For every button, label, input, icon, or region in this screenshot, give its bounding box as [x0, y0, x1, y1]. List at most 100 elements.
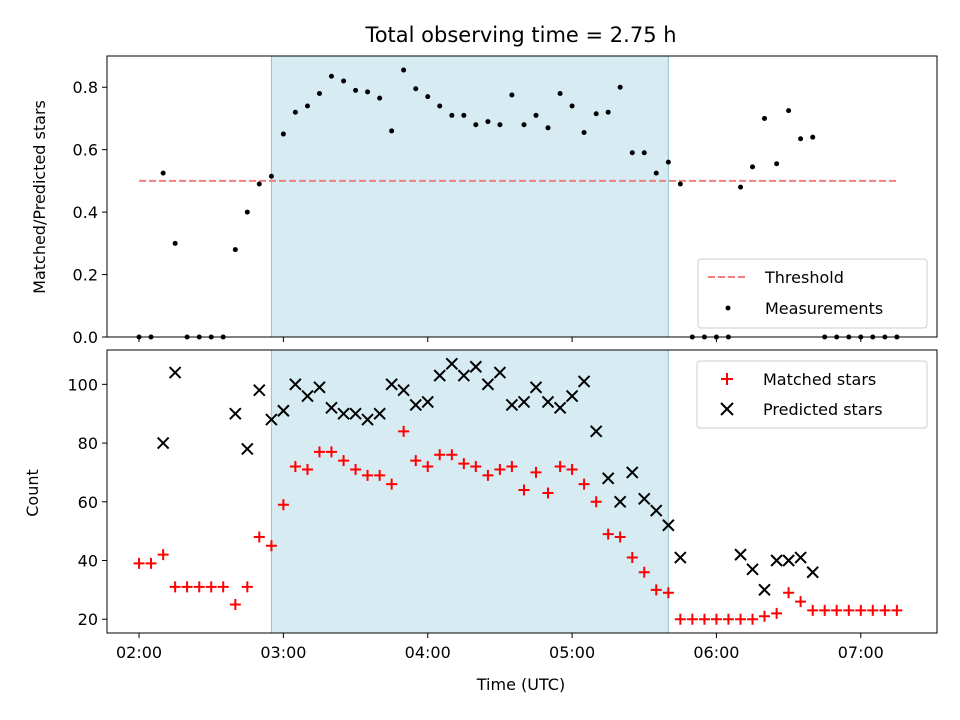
measurement-point	[328, 73, 334, 79]
matched-star-point	[494, 463, 506, 475]
matched-star-point	[566, 463, 578, 475]
matched-star-point	[518, 484, 530, 496]
predicted-star-point	[361, 413, 374, 426]
predicted-star-point	[397, 384, 410, 397]
ratio-legend: Threshold Measurements	[697, 258, 928, 329]
matched-star-point	[398, 425, 410, 437]
matched-star-point	[891, 604, 903, 616]
matched-star-point	[506, 461, 518, 473]
predicted-star-point	[517, 395, 531, 409]
y-tick-label: 0.2	[73, 266, 98, 285]
matched-star-point	[698, 613, 710, 625]
measurement-point	[798, 136, 804, 142]
ratio-legend-box	[697, 258, 928, 329]
matched-star-point	[193, 581, 205, 593]
measurement-point	[509, 92, 515, 98]
ratio-axes-frame	[106, 55, 938, 338]
matched-star-point	[710, 613, 722, 625]
predicted-star-point	[758, 583, 771, 597]
measurement-point	[341, 78, 347, 84]
matched-star-point	[145, 557, 157, 569]
matched-star-point	[530, 466, 542, 478]
matched-legend-swatch	[721, 373, 733, 385]
matched-star-point	[542, 487, 554, 499]
matched-star-point	[386, 478, 398, 490]
matched-star-point	[759, 610, 771, 622]
matched-star-point	[265, 540, 277, 552]
measurement-point	[762, 115, 768, 121]
predicted-star-point	[433, 369, 446, 382]
matched-stars-points	[133, 425, 903, 625]
matched-star-point	[157, 549, 169, 561]
matched-star-point	[590, 496, 602, 508]
predicted-star-point	[577, 375, 591, 388]
matched-star-point	[662, 587, 674, 599]
measurement-point	[810, 134, 816, 140]
matched-legend-label: Matched stars	[763, 370, 876, 389]
matched-star-point	[422, 461, 434, 473]
measurement-point	[653, 170, 659, 176]
predicted-star-point	[313, 381, 326, 394]
measurement-point	[244, 209, 250, 215]
matched-star-point	[181, 581, 193, 593]
count-axes-frame	[106, 349, 938, 634]
x-tick-label: 03:00	[260, 643, 306, 662]
matched-star-point	[638, 566, 650, 578]
predicted-star-point	[168, 366, 182, 379]
measurement-point	[172, 240, 178, 246]
y-tick-label: 80	[78, 434, 98, 453]
matched-star-point	[313, 446, 325, 458]
predicted-star-point	[626, 466, 639, 479]
predicted-star-point	[505, 398, 519, 412]
measurement-point	[545, 125, 551, 131]
matched-star-point	[458, 458, 470, 470]
predicted-star-point	[529, 381, 543, 394]
measurement-point	[557, 90, 563, 96]
matched-star-point	[602, 528, 614, 540]
matched-star-point	[338, 455, 350, 467]
matched-star-point	[807, 604, 819, 616]
measurement-point	[365, 89, 371, 95]
measurement-point	[268, 173, 274, 179]
predicted-legend-label: Predicted stars	[763, 400, 883, 419]
predicted-star-point	[613, 495, 627, 508]
measurement-point	[497, 122, 503, 128]
measurement-point	[617, 84, 623, 90]
matched-star-point	[277, 499, 289, 511]
measurement-point	[750, 164, 756, 170]
predicted-star-point	[373, 407, 386, 420]
measurement-point	[786, 108, 792, 114]
count-y-axis: 20 40 60 80 100	[67, 375, 107, 629]
measurement-point	[449, 112, 455, 118]
predicted-star-point	[674, 551, 687, 564]
time-x-axis: 02:00 03:00 04:00 05:00 06:00 07:00	[116, 633, 884, 662]
measurement-point	[521, 122, 527, 128]
matched-star-point	[169, 581, 181, 593]
measurement-point	[256, 181, 262, 187]
predicted-star-point	[662, 519, 675, 532]
predicted-star-point	[806, 566, 819, 579]
predicted-star-point	[421, 395, 434, 409]
predicted-star-point	[565, 389, 579, 403]
matched-star-point	[614, 531, 626, 543]
observing-window-bottom	[270, 349, 669, 634]
measurement-point	[593, 111, 599, 117]
matched-star-point	[855, 604, 867, 616]
predicted-star-point	[265, 413, 278, 426]
matched-star-point	[843, 604, 855, 616]
matched-star-point	[771, 607, 783, 619]
measurement-point	[316, 90, 322, 96]
matched-star-point	[350, 463, 362, 475]
matched-star-point	[686, 613, 698, 625]
measurement-point	[677, 181, 683, 187]
predicted-star-point	[301, 389, 314, 403]
measurement-points	[136, 67, 900, 340]
y-tick-label: 0.6	[73, 141, 98, 160]
measurement-point	[401, 67, 407, 73]
predicted-star-point	[409, 398, 422, 412]
measurement-point	[304, 103, 310, 109]
matched-star-point	[722, 613, 734, 625]
predicted-star-point	[493, 366, 507, 379]
y-tick-label: 0.0	[73, 328, 98, 347]
x-axis-label: Time (UTC)	[476, 675, 565, 694]
